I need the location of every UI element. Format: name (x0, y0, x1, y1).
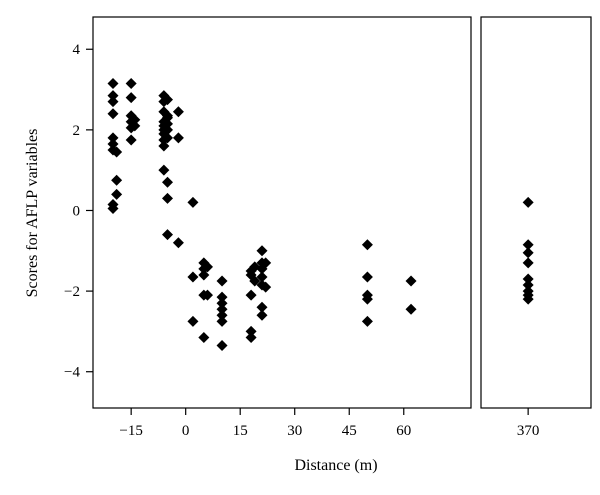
data-point (172, 132, 184, 144)
data-point (522, 279, 534, 291)
data-point (162, 112, 174, 124)
data-point (256, 245, 268, 257)
data-point (522, 273, 534, 285)
data-point (187, 196, 199, 208)
data-point (256, 301, 268, 313)
data-points (107, 78, 534, 352)
data-point (522, 196, 534, 208)
x-axis-label: Distance (m) (294, 457, 377, 474)
data-point (201, 289, 213, 301)
data-point (107, 132, 119, 144)
x-tick-label: 45 (342, 423, 357, 439)
data-point (172, 106, 184, 118)
y-axis-label: Scores for AFLP variables (24, 129, 41, 298)
data-point (216, 291, 228, 303)
data-point (107, 108, 119, 120)
data-point (162, 229, 174, 241)
data-point (172, 237, 184, 249)
data-point (158, 140, 170, 152)
x-axis: −15 0 15 30 45 60 370 (119, 408, 539, 439)
data-point (107, 96, 119, 108)
data-point (107, 202, 119, 214)
data-point (111, 188, 123, 200)
data-point (107, 138, 119, 150)
data-point (125, 92, 137, 104)
data-point (162, 132, 174, 144)
data-point (245, 289, 257, 301)
data-point (260, 257, 272, 269)
data-point (129, 114, 141, 126)
data-point (260, 281, 272, 293)
data-point (216, 309, 228, 321)
data-point (162, 192, 174, 204)
data-point (216, 340, 228, 352)
data-point (249, 275, 261, 287)
data-point (256, 309, 268, 321)
data-point (522, 239, 534, 251)
data-point (158, 164, 170, 176)
data-point (245, 325, 257, 337)
panel-inset-frame (480, 16, 592, 409)
data-point (187, 315, 199, 327)
data-point (107, 90, 119, 102)
data-point (162, 176, 174, 188)
x-tick-label: 0 (182, 423, 190, 439)
data-point (245, 331, 257, 343)
x-tick-label: 15 (233, 423, 248, 439)
data-point (361, 239, 373, 251)
x-tick-label: −15 (119, 423, 142, 439)
y-tick-label: 0 (73, 203, 81, 219)
data-point (187, 271, 199, 283)
data-point (198, 331, 210, 343)
data-point (107, 78, 119, 90)
data-point (405, 303, 417, 315)
x-tick-label: 60 (396, 423, 411, 439)
data-point (162, 94, 174, 106)
data-point (216, 275, 228, 287)
data-point (522, 247, 534, 259)
y-tick-label: −4 (64, 365, 80, 381)
data-point (361, 293, 373, 305)
data-point (162, 124, 174, 136)
data-point (111, 146, 123, 158)
y-axis: −4 −2 0 2 4 (64, 42, 93, 381)
data-point (216, 315, 228, 327)
data-point (405, 275, 417, 287)
data-point (162, 118, 174, 130)
data-point (216, 297, 228, 309)
data-point (111, 174, 123, 186)
data-point (522, 293, 534, 305)
data-point (125, 78, 137, 90)
data-point (198, 269, 210, 281)
y-tick-label: 4 (73, 42, 81, 58)
data-point (256, 271, 268, 283)
panel-main-frame (92, 16, 472, 409)
y-tick-label: −2 (64, 284, 80, 300)
data-point (216, 303, 228, 315)
x-tick-label: 370 (517, 423, 540, 439)
data-point (201, 261, 213, 273)
data-point (125, 134, 137, 146)
data-point (361, 315, 373, 327)
data-point (522, 257, 534, 269)
data-point (129, 120, 141, 132)
y-tick-label: 2 (73, 123, 81, 139)
x-tick-label: 30 (287, 423, 302, 439)
data-point (361, 271, 373, 283)
